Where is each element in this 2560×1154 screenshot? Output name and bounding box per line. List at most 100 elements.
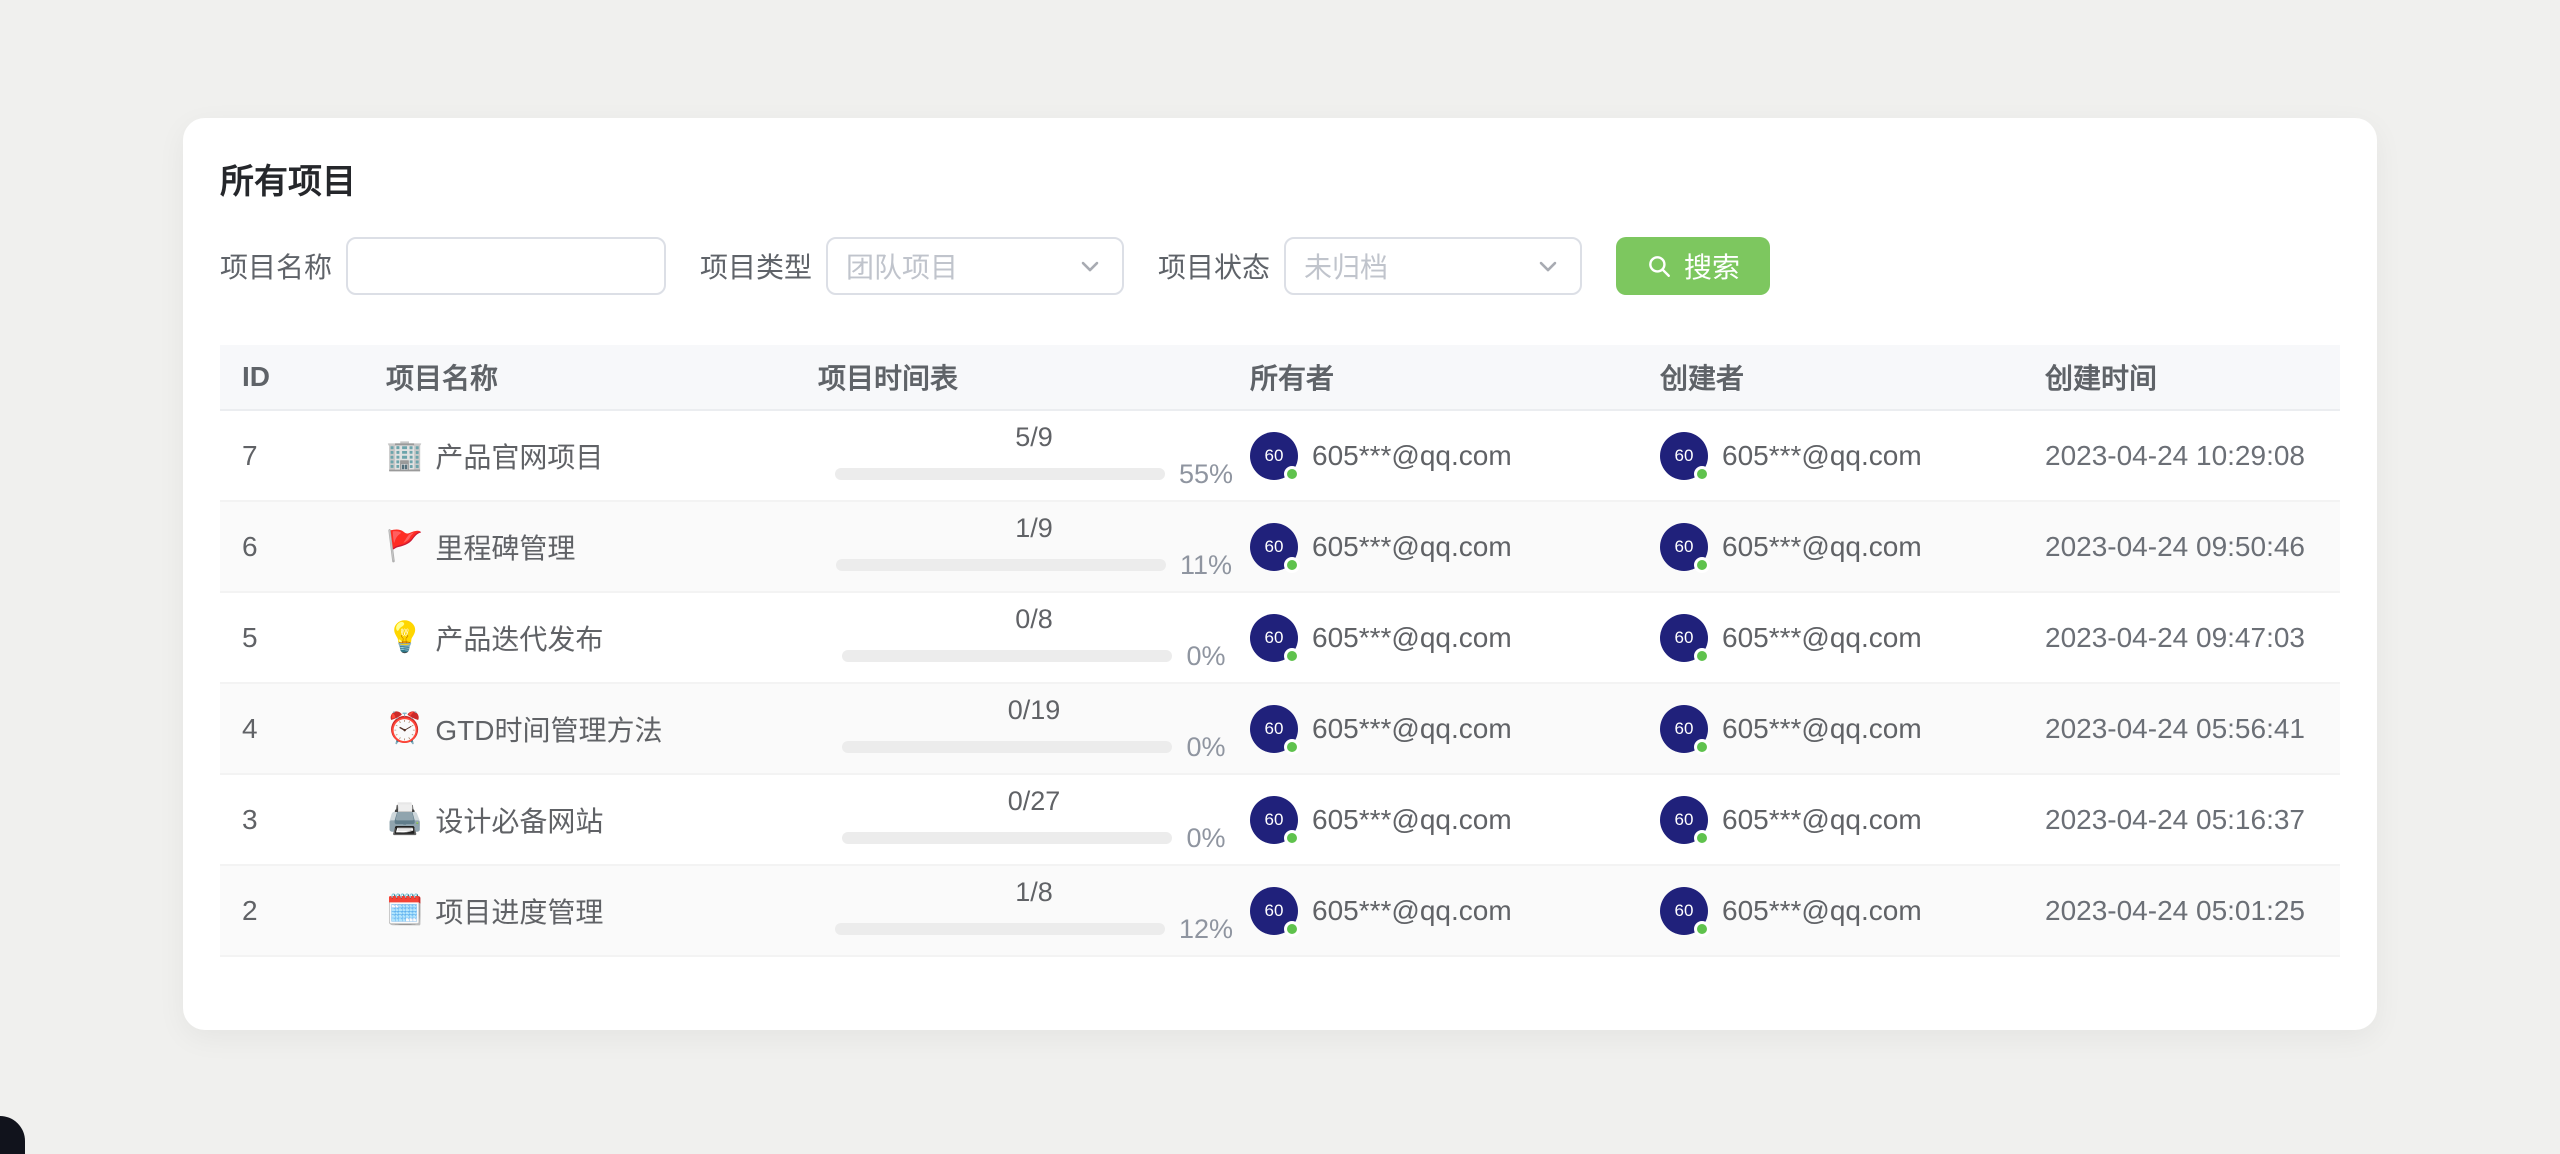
avatar-label: 60 xyxy=(1674,627,1694,647)
creator-cell: 60 605***@qq.com xyxy=(1660,613,2045,664)
avatar-label: 60 xyxy=(1674,445,1694,465)
progress-count: 1/9 xyxy=(1015,512,1053,543)
table-row[interactable]: 7 🏢 产品官网项目 5/9 55% 60 605***@qq.com 60 xyxy=(220,411,2340,502)
project-id: 7 xyxy=(242,439,258,471)
creator-avatar: 60 xyxy=(1660,431,1710,482)
created-time: 2023-04-24 05:16:37 xyxy=(2045,803,2305,835)
progress-percent: 11% xyxy=(1179,549,1233,580)
online-status-dot xyxy=(1694,920,1710,937)
creator-cell: 60 605***@qq.com xyxy=(1660,431,2045,482)
progress-count: 0/27 xyxy=(1007,785,1061,816)
filter-bar: 项目名称 项目类型 团队项目 项目状态 未归档 搜索 xyxy=(220,237,2340,295)
creator-cell: 60 605***@qq.com xyxy=(1660,795,2045,846)
table-row[interactable]: 6 🚩 里程碑管理 1/9 11% 60 605***@qq.com 60 xyxy=(220,502,2340,593)
project-name-label: 项目名称 xyxy=(220,252,333,283)
progress-count: 0/8 xyxy=(1015,603,1053,634)
table-row[interactable]: 5 💡 产品迭代发布 0/8 0% 60 605***@qq.com 60 xyxy=(220,593,2340,684)
creator-email: 605***@qq.com xyxy=(1722,803,1922,835)
project-name: 设计必备网站 xyxy=(435,805,604,837)
all-projects-card: 所有项目 项目名称 项目类型 团队项目 项目状态 未归档 搜索 xyxy=(183,118,2377,1030)
avatar-label: 60 xyxy=(1264,445,1284,465)
progress-count: 5/9 xyxy=(1015,421,1053,452)
creator-email: 605***@qq.com xyxy=(1722,621,1922,653)
owner-avatar: 60 xyxy=(1250,431,1300,482)
progress-percent: 12% xyxy=(1178,913,1234,944)
created-time: 2023-04-24 05:56:41 xyxy=(2045,712,2305,744)
project-timeline-cell: 0/27 0% xyxy=(818,785,1250,852)
avatar-label: 60 xyxy=(1264,900,1284,920)
creator-email: 605***@qq.com xyxy=(1722,712,1922,744)
column-header-creator: 创建者 xyxy=(1660,363,1745,394)
created-time: 2023-04-24 09:50:46 xyxy=(2045,530,2305,562)
table-row[interactable]: 3 🖨️ 设计必备网站 0/27 0% 60 605***@qq.com 60 xyxy=(220,775,2340,866)
search-button[interactable]: 搜索 xyxy=(1616,237,1771,295)
corner-widget xyxy=(0,1116,25,1154)
progress-bar xyxy=(834,468,1165,480)
table-row[interactable]: 2 🗓️ 项目进度管理 1/8 12% 60 605***@qq.com 60 xyxy=(220,866,2340,957)
creator-cell: 60 605***@qq.com xyxy=(1660,522,2045,573)
project-name-cell: 🖨️ 设计必备网站 xyxy=(386,800,818,840)
column-header-owner: 所有者 xyxy=(1250,363,1335,394)
owner-cell: 60 605***@qq.com xyxy=(1250,795,1660,846)
project-emoji-icon: ⏰ xyxy=(386,712,424,745)
owner-avatar: 60 xyxy=(1250,795,1300,846)
progress-count: 1/8 xyxy=(1015,876,1053,907)
owner-email: 605***@qq.com xyxy=(1312,894,1512,926)
creator-email: 605***@qq.com xyxy=(1722,530,1922,562)
avatar-label: 60 xyxy=(1674,809,1694,829)
project-name-input[interactable] xyxy=(346,237,667,295)
creator-cell: 60 605***@qq.com xyxy=(1660,704,2045,755)
online-status-dot xyxy=(1694,465,1710,482)
online-status-dot xyxy=(1694,647,1710,664)
project-timeline-cell: 1/9 11% xyxy=(818,512,1250,580)
table-row[interactable]: 4 ⏰ GTD时间管理方法 0/19 0% 60 605***@qq.com 6… xyxy=(220,684,2340,775)
avatar-label: 60 xyxy=(1264,627,1284,647)
created-time: 2023-04-24 05:01:25 xyxy=(2045,894,2305,926)
project-name: 里程碑管理 xyxy=(435,532,576,564)
project-id: 3 xyxy=(242,803,258,835)
project-timeline-cell: 0/8 0% xyxy=(818,603,1250,670)
online-status-dot xyxy=(1284,556,1300,573)
progress-count: 0/19 xyxy=(1007,694,1061,725)
progress-bar xyxy=(834,923,1165,935)
project-name: GTD时间管理方法 xyxy=(435,714,663,746)
project-type-label: 项目类型 xyxy=(700,252,813,283)
creator-email: 605***@qq.com xyxy=(1722,439,1922,471)
owner-cell: 60 605***@qq.com xyxy=(1250,886,1660,937)
online-status-dot xyxy=(1694,829,1710,846)
search-button-label: 搜索 xyxy=(1684,252,1741,283)
project-emoji-icon: 🗓️ xyxy=(386,894,424,927)
project-emoji-icon: 🖨️ xyxy=(386,803,424,836)
progress-bar xyxy=(842,650,1173,662)
projects-table: ID 项目名称 项目时间表 所有者 创建者 创建时间 7 🏢 产品官网项目 5/… xyxy=(220,345,2340,957)
project-type-select[interactable]: 团队项目 xyxy=(826,237,1125,295)
project-name-cell: 🚩 里程碑管理 xyxy=(386,527,818,567)
table-body: 7 🏢 产品官网项目 5/9 55% 60 605***@qq.com 60 xyxy=(220,411,2340,957)
online-status-dot xyxy=(1694,556,1710,573)
progress-percent: 55% xyxy=(1178,458,1234,489)
search-icon xyxy=(1649,256,1670,277)
owner-avatar: 60 xyxy=(1250,522,1300,573)
progress-bar xyxy=(842,832,1173,844)
avatar-label: 60 xyxy=(1674,718,1694,738)
project-name: 项目进度管理 xyxy=(435,896,604,928)
owner-avatar: 60 xyxy=(1250,613,1300,664)
project-status-select[interactable]: 未归档 xyxy=(1284,237,1583,295)
owner-email: 605***@qq.com xyxy=(1312,712,1512,744)
project-timeline-cell: 1/8 12% xyxy=(818,876,1250,944)
project-name-cell: 🗓️ 项目进度管理 xyxy=(386,891,818,931)
project-name-cell: ⏰ GTD时间管理方法 xyxy=(386,709,818,749)
project-emoji-icon: 🚩 xyxy=(386,530,424,563)
column-header-timeline: 项目时间表 xyxy=(818,363,959,394)
creator-avatar: 60 xyxy=(1660,795,1710,846)
creator-avatar: 60 xyxy=(1660,613,1710,664)
project-timeline-cell: 0/19 0% xyxy=(818,694,1250,762)
project-id: 4 xyxy=(242,712,258,744)
avatar-label: 60 xyxy=(1264,718,1284,738)
online-status-dot xyxy=(1284,829,1300,846)
project-type-placeholder: 团队项目 xyxy=(846,252,959,283)
column-header-id: ID xyxy=(242,361,270,392)
owner-email: 605***@qq.com xyxy=(1312,621,1512,653)
created-time: 2023-04-24 09:47:03 xyxy=(2045,621,2305,653)
progress-percent: 0% xyxy=(1186,731,1226,762)
